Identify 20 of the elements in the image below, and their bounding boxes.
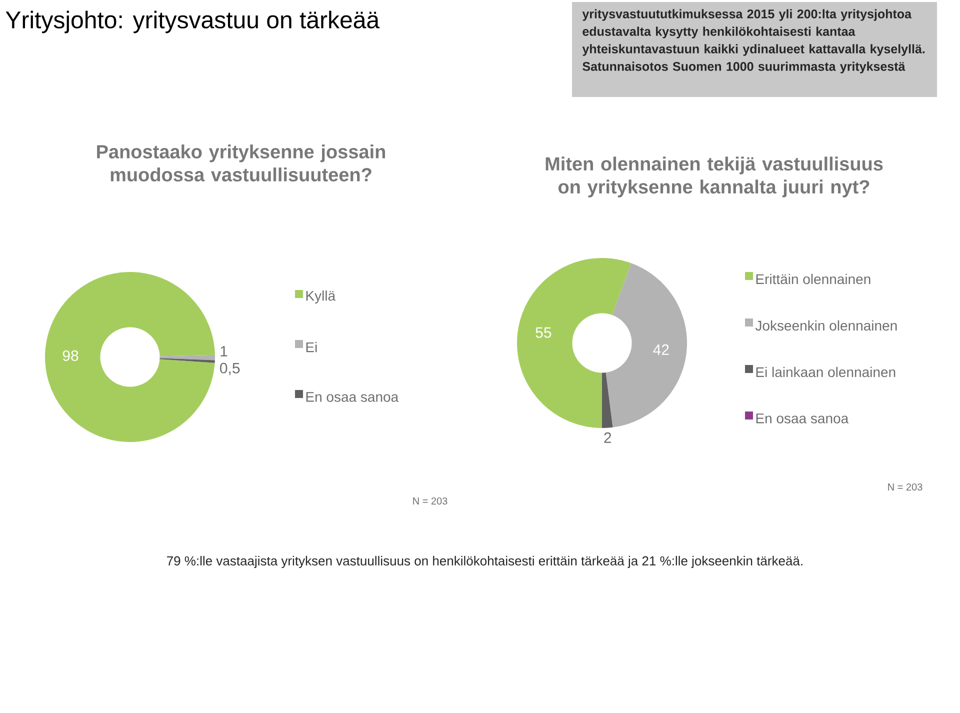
legend-label: Jokseenkin olennainen xyxy=(755,320,897,331)
text: N = 203 xyxy=(888,483,922,491)
legend-label: Kyllä xyxy=(306,290,336,304)
data-label: 98 xyxy=(62,350,78,361)
text: yritysvastuututkimuksessa 2015 yli 200:lta yritysjohtoa edustavalta kysytty henkilökohtaisesti kantaa yhteiskuntavastuun kaikki ydinalueet kattavalla kyselyllä. Satunnaisotos Suomen 1000 suurimmasta yrityksestä xyxy=(582,9,925,74)
data-label: 1 xyxy=(220,346,228,356)
legend-label: Ei xyxy=(306,342,317,352)
legend-label: Erittäin olennainen xyxy=(756,274,870,284)
legend-label: En osaa sanoa xyxy=(306,392,399,402)
data-label: 42 xyxy=(653,344,669,355)
legend-label: En osaa sanoa xyxy=(756,414,849,424)
data-label: 0,5 xyxy=(220,362,240,376)
text: 79 %:lle vastaajista yrityksen vastuullisuus on henkilökohtaisesti erittäin tärkeää ja 21 %:lle jokseenkin tärkeää. xyxy=(167,556,802,568)
text: N = 203 xyxy=(413,497,448,505)
data-label: 55 xyxy=(536,327,552,338)
legend-label: Ei lainkaan olennainen xyxy=(756,366,896,378)
text: Yritysjohto: yritysvastuu on tärkeää xyxy=(6,10,380,34)
chart-title: Panostaako yrityksenne jossain muodossa vastuullisuuteen? xyxy=(97,144,385,182)
chart-title: Miten olennainen tekijä vastuullisuus on yrityksenne kannalta juuri nyt? xyxy=(546,156,883,198)
data-label: 2 xyxy=(604,432,612,443)
